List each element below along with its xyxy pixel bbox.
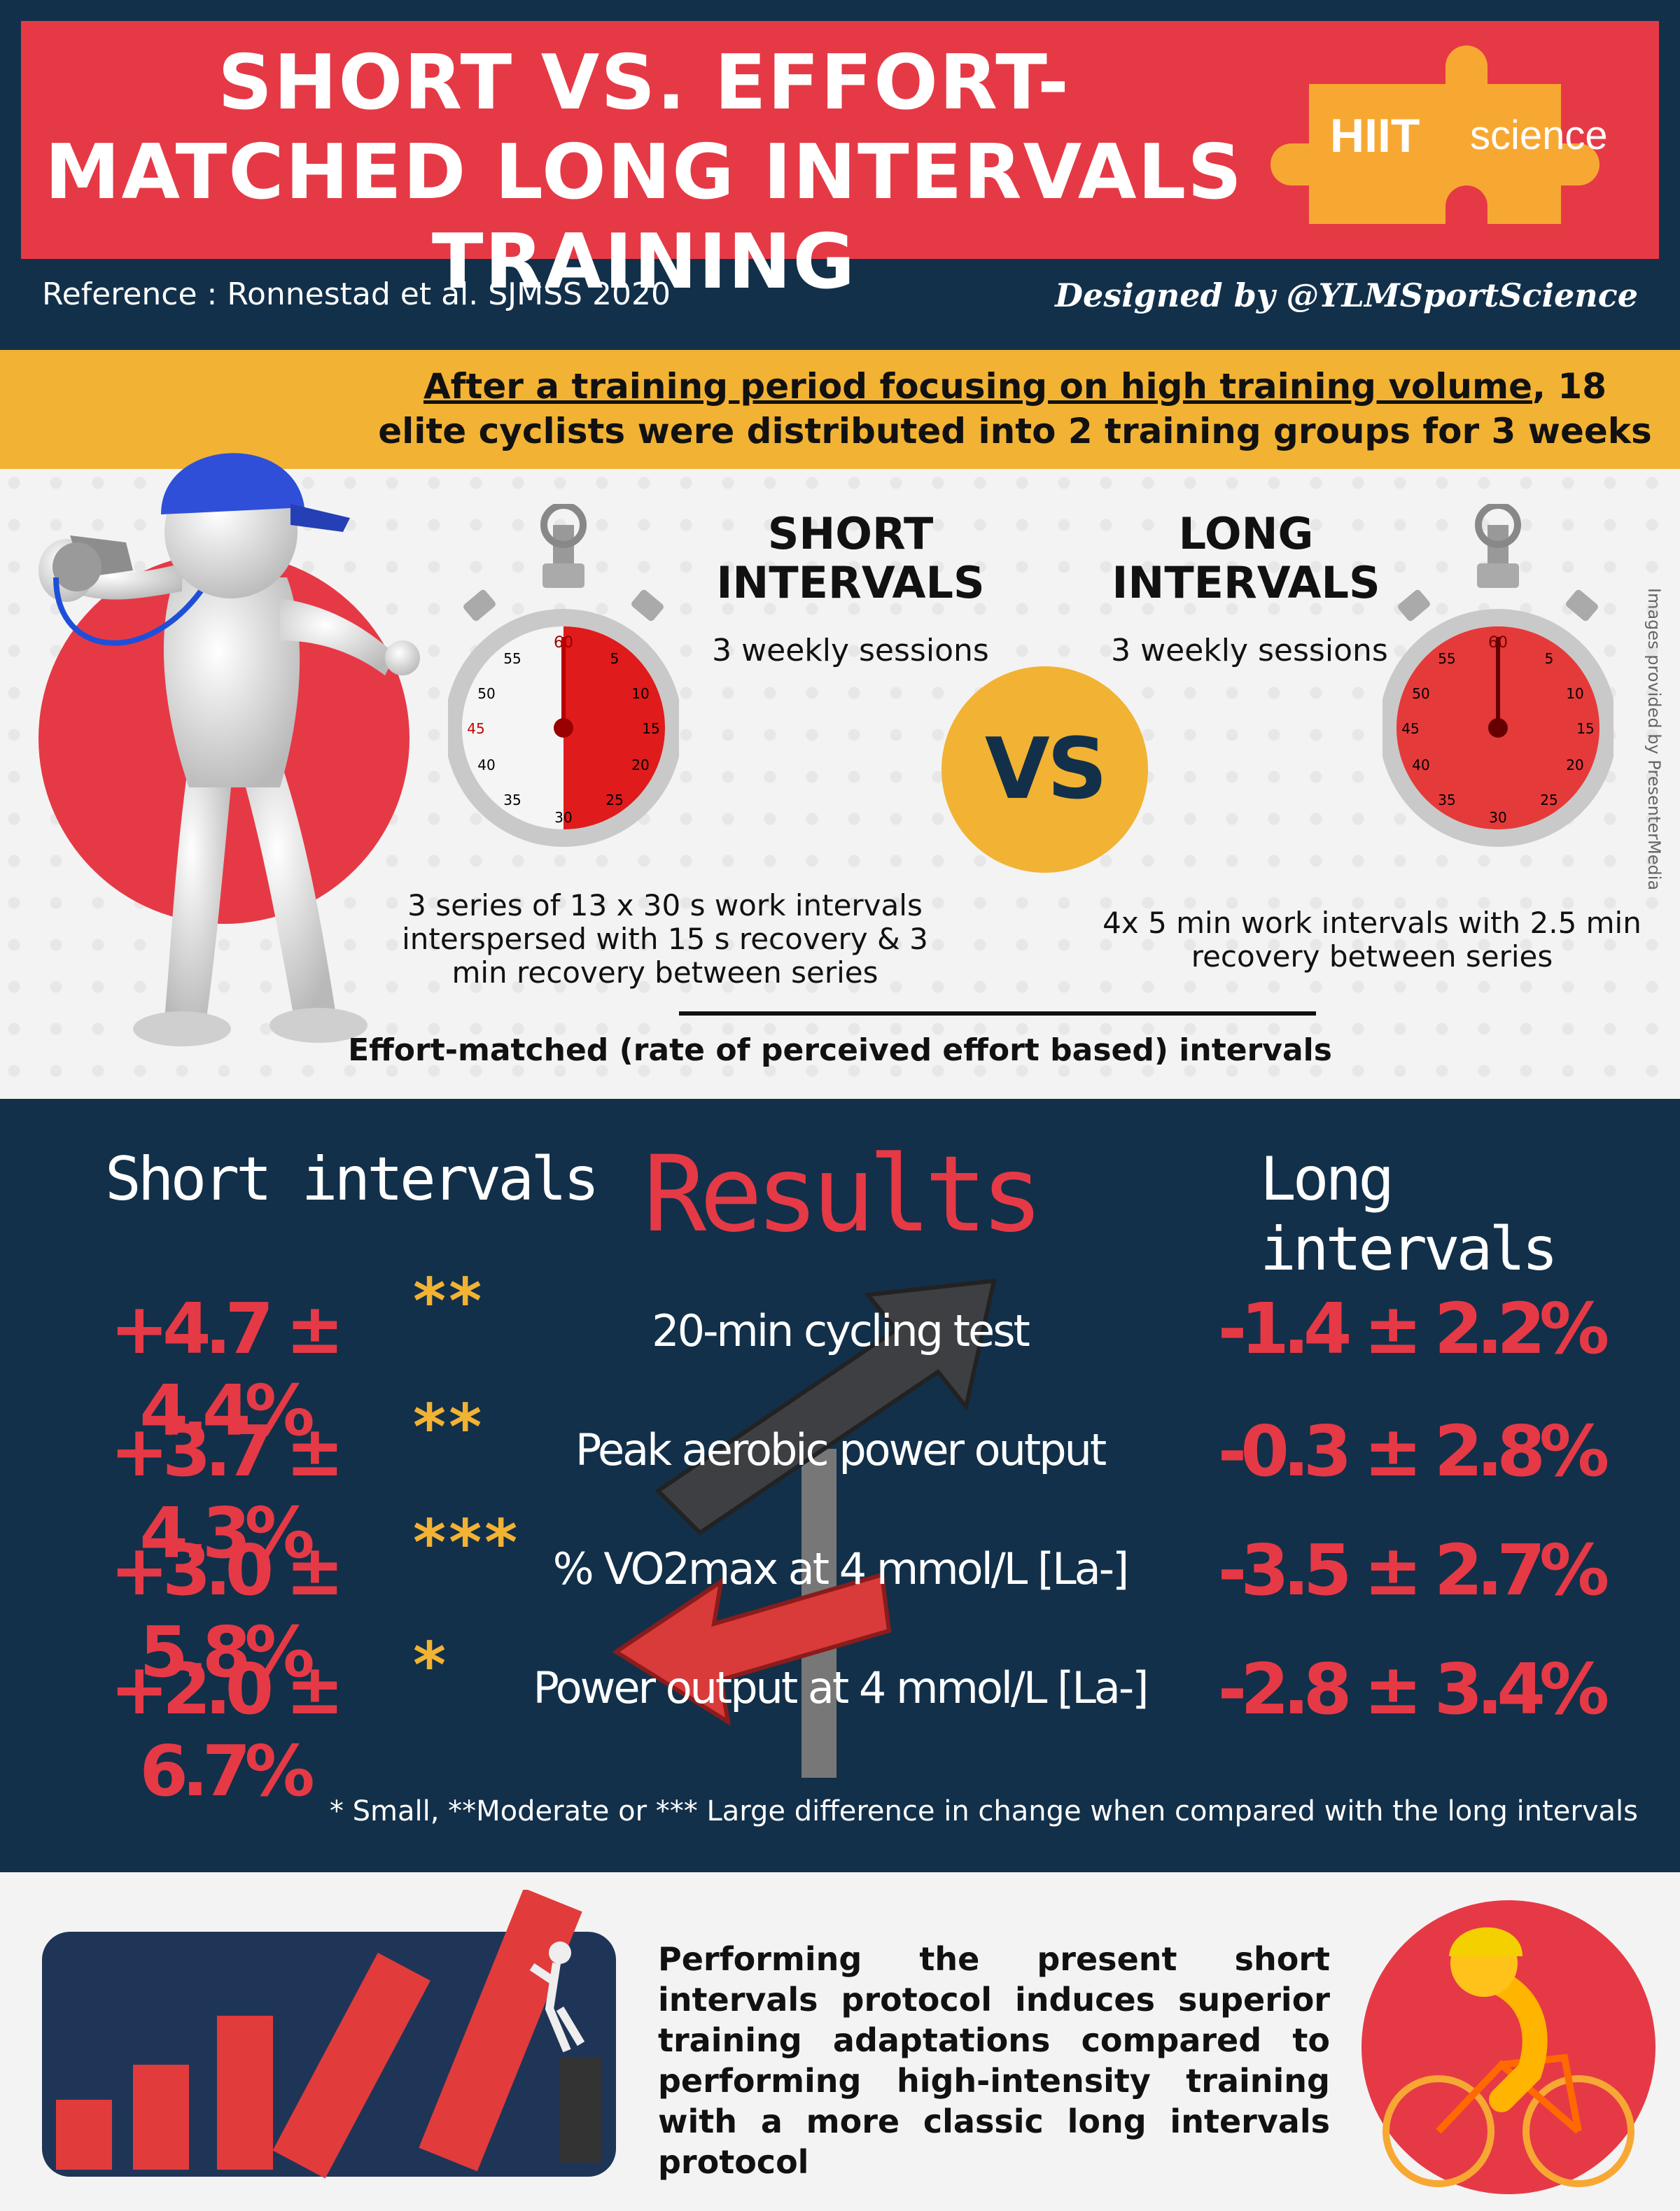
result-metric-label: Power output at 4 mmol/L [La-] [533, 1662, 1149, 1713]
intro-underlined: After a training period focusing on high… [423, 366, 1533, 407]
logo-hiit-text: HIIT [1330, 109, 1420, 162]
short-result-value: +3.7 ± 4.3% [110, 1410, 344, 1574]
watch-label: 25 [1540, 792, 1558, 808]
significance-stars: ** [413, 1391, 485, 1464]
significance-stars: *** [413, 1506, 521, 1580]
watch-label: 35 [1438, 792, 1455, 808]
effort-matched-note: Effort-matched (rate of perceived effort… [348, 1032, 1332, 1068]
short-result-value: +3.0 ± 5.8% [110, 1529, 344, 1693]
result-metric-label: % VO2max at 4 mmol/L [La-] [552, 1543, 1130, 1594]
watch-label: 40 [1412, 757, 1429, 773]
intro-band [0, 350, 1680, 469]
watch-label: 50 [1412, 685, 1429, 702]
watch-label: 40 [477, 757, 495, 773]
long-intervals-title: LONG INTERVALS [1112, 508, 1380, 608]
watch-label: 10 [631, 685, 649, 702]
results-section [0, 1099, 1680, 1872]
designer-credit: Designed by @YLMSportScience [1055, 276, 1638, 314]
arrow-signpost-icon [612, 1278, 997, 1778]
long-result-value: -3.5 ± 2.7% [1217, 1529, 1609, 1611]
long-sessions-text: 3 weekly sessions [1111, 633, 1388, 668]
long-protocol-description: 4x 5 min work intervals with 2.5 min rec… [1102, 906, 1642, 974]
watch-label: 15 [1576, 720, 1594, 737]
cyclist-icon [1362, 1900, 1656, 2194]
short-intervals-header: Short intervals [105, 1144, 600, 1214]
watch-label: 10 [1566, 685, 1583, 702]
watch-label: 25 [606, 792, 623, 808]
long-result-value: -1.4 ± 2.2% [1217, 1288, 1609, 1370]
significance-stars: * [413, 1629, 449, 1702]
stopwatch-short-icon: 60 5 10 15 20 25 30 35 40 45 50 55 [448, 504, 679, 847]
result-metric-label: Peak aerobic power output [575, 1424, 1107, 1475]
long-intervals-header: Long intervals [1260, 1144, 1558, 1284]
watch-label: 55 [503, 650, 521, 667]
section-divider [679, 1011, 1316, 1016]
watch-label: 35 [503, 792, 521, 808]
image-credit-text: Images provided by PresenterMedia [1644, 588, 1664, 891]
significance-footnote: * Small, **Moderate or *** Large differe… [329, 1795, 1638, 1827]
logo-science-text: science [1470, 113, 1608, 158]
image-credit-vertical: Images provided by PresenterMedia [1642, 588, 1670, 891]
watch-label: 45 [467, 720, 484, 737]
short-protocol-description: 3 series of 13 x 30 s work intervals int… [402, 888, 928, 990]
watch-label: 30 [1489, 809, 1506, 826]
puzzle-logo-icon [1270, 45, 1600, 224]
result-metric-label: 20-min cycling test [652, 1305, 1030, 1356]
significance-stars: ** [413, 1265, 485, 1338]
watch-label: 50 [477, 685, 495, 702]
short-result-value: +4.7 ± 4.4% [110, 1288, 344, 1452]
vs-badge: VS [941, 666, 1148, 873]
short-intervals-title: SHORT INTERVALS [716, 508, 985, 608]
intro-text: After a training period focusing on high… [378, 364, 1652, 454]
watch-label: 15 [642, 720, 659, 737]
watch-label: 20 [631, 757, 649, 773]
long-result-value: -0.3 ± 2.8% [1217, 1410, 1609, 1492]
long-result-value: -2.8 ± 3.4% [1217, 1648, 1609, 1730]
intro-rest: , 18 elite cyclists were distributed int… [378, 366, 1652, 451]
watch-label: 45 [1401, 720, 1419, 737]
conclusion-text: Performing the present short intervals p… [658, 1940, 1330, 2181]
rising-bars-icon [42, 1890, 616, 2179]
whistle-figure-icon [38, 453, 420, 1046]
watch-label: 30 [554, 809, 572, 826]
stopwatch-long-icon: 60 5 10 15 20 25 30 35 40 45 50 55 [1382, 504, 1614, 847]
reference-text: Reference : Ronnestad et al. SJMSS 2020 [42, 276, 671, 312]
short-result-value: +2.0 ± 6.7% [110, 1648, 344, 1812]
watch-label: 55 [1438, 650, 1455, 667]
page-title: SHORT VS. EFFORT-MATCHED LONG INTERVALS … [44, 39, 1244, 306]
short-sessions-text: 3 weekly sessions [712, 633, 989, 668]
watch-label: 5 [610, 650, 620, 667]
watch-label: 20 [1566, 757, 1583, 773]
results-title: Results [643, 1134, 1044, 1256]
watch-label: 5 [1545, 650, 1554, 667]
